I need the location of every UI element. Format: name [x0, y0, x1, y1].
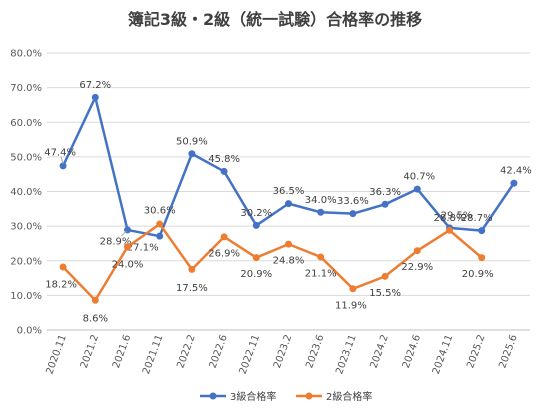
- data-point: [156, 220, 164, 228]
- data-point: [349, 210, 357, 218]
- y-tick-label: 60.0%: [10, 118, 42, 129]
- data-label: 45.8%: [208, 154, 240, 165]
- data-label: 15.5%: [369, 288, 401, 299]
- data-label: 26.9%: [208, 248, 240, 259]
- data-point: [413, 247, 421, 255]
- data-label: 36.5%: [273, 186, 305, 197]
- data-point: [188, 150, 196, 158]
- data-point: [59, 263, 67, 271]
- series-line: [62, 222, 483, 302]
- y-tick-label: 50.0%: [10, 152, 42, 163]
- data-label: 22.9%: [401, 262, 433, 273]
- data-point: [510, 179, 518, 187]
- x-tick-label: 2021.11: [141, 333, 165, 376]
- data-point: [220, 167, 228, 175]
- data-label: 11.9%: [335, 300, 367, 311]
- data-label: 28.7%: [461, 213, 493, 224]
- data-label: 24.0%: [112, 259, 144, 270]
- data-point: [349, 285, 357, 293]
- data-label: 28.9%: [100, 236, 132, 247]
- legend-marker: [209, 392, 217, 400]
- x-tick-label: 2021.2: [79, 333, 101, 370]
- x-tick-label: 2024.11: [431, 333, 455, 376]
- data-point: [381, 200, 389, 208]
- legend-marker: [305, 392, 313, 400]
- data-point: [188, 265, 196, 273]
- data-label: 67.2%: [79, 80, 111, 91]
- x-tick-label: 2022.11: [238, 333, 262, 376]
- y-tick-label: 0.0%: [17, 326, 42, 337]
- x-tick-label: 2022.2: [175, 333, 197, 370]
- data-label: 50.9%: [176, 136, 208, 147]
- y-tick-label: 10.0%: [10, 291, 42, 302]
- x-tick-label: 2025.2: [465, 333, 487, 370]
- data-point: [478, 254, 486, 262]
- data-point: [413, 185, 421, 193]
- data-label: 8.6%: [83, 314, 108, 325]
- data-label: 30.6%: [144, 206, 176, 217]
- data-point: [91, 93, 99, 101]
- legend-label: 3級合格率: [230, 390, 276, 403]
- data-point: [446, 226, 453, 234]
- y-tick-label: 30.0%: [10, 222, 42, 233]
- y-tick-label: 80.0%: [10, 49, 42, 60]
- data-point: [285, 240, 292, 248]
- data-label: 29.5%: [441, 210, 473, 221]
- data-point: [156, 232, 164, 240]
- data-point: [317, 208, 325, 216]
- data-point: [317, 253, 325, 261]
- data-point: [285, 200, 292, 208]
- data-label: 20.9%: [462, 269, 494, 280]
- data-label: 18.2%: [45, 279, 77, 290]
- x-tick-label: 2025.6: [497, 333, 519, 370]
- chart-title: 簿記3級・2級（統一試験）合格率の推移: [127, 10, 423, 29]
- data-label: 33.6%: [337, 196, 369, 207]
- data-label: 42.4%: [500, 166, 532, 177]
- data-label: 34.0%: [305, 195, 337, 206]
- data-point: [59, 162, 67, 170]
- data-label: 24.8%: [273, 256, 305, 267]
- y-tick-label: 40.0%: [10, 187, 42, 198]
- data-label: 20.9%: [240, 269, 272, 280]
- x-tick-label: 2022.6: [208, 333, 230, 370]
- data-label: 28.8%: [434, 213, 466, 224]
- x-tick-label: 2021.6: [111, 333, 133, 370]
- x-tick-label: 2023.6: [304, 333, 326, 370]
- x-tick-label: 2020.11: [44, 333, 68, 376]
- y-tick-label: 20.0%: [10, 256, 42, 267]
- y-tick-label: 70.0%: [10, 83, 42, 94]
- data-point: [478, 227, 486, 235]
- data-label: 17.5%: [176, 283, 208, 294]
- data-point: [252, 221, 260, 229]
- x-tick-label: 2024.6: [401, 333, 423, 370]
- data-label: 30.2%: [240, 208, 272, 219]
- leader-line: [121, 230, 127, 237]
- legend-label: 2級合格率: [326, 390, 372, 403]
- x-tick-label: 2023.2: [272, 333, 294, 370]
- data-point: [91, 296, 99, 304]
- x-tick-label: 2024.2: [369, 333, 391, 370]
- data-label: 36.3%: [369, 187, 401, 198]
- data-label: 47.4%: [44, 147, 76, 158]
- data-point: [220, 233, 228, 241]
- data-label: 27.1%: [127, 243, 159, 254]
- data-label: 40.7%: [403, 172, 435, 183]
- leader-line: [60, 156, 64, 165]
- data-point: [252, 254, 260, 262]
- data-point: [124, 243, 131, 251]
- data-label: 21.1%: [305, 268, 337, 279]
- x-tick-label: 2023.11: [334, 333, 358, 376]
- data-point: [381, 272, 389, 280]
